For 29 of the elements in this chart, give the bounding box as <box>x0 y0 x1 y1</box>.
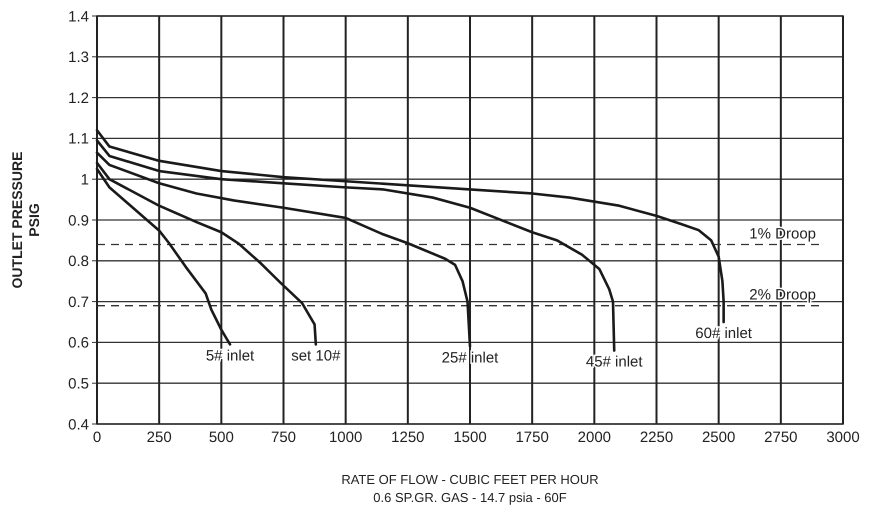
x-tick-label: 2250 <box>640 429 674 446</box>
x-tick-label: 1750 <box>515 429 549 446</box>
y-tick-label: 0.6 <box>68 334 89 352</box>
x-tick-label: 2750 <box>764 429 798 446</box>
x-tick-label: 1000 <box>328 429 362 446</box>
text: 0.6 SP.GR. GAS - 14.7 psia - 60F <box>373 490 567 505</box>
y-tick-label: 1.3 <box>68 49 89 66</box>
y-tick-label: 0.4 <box>68 416 89 434</box>
x-tick-label: 750 <box>270 429 296 446</box>
x-tick-label: 0 <box>92 429 102 446</box>
x-tick-label: 500 <box>208 429 234 446</box>
y-tick-label: 1 <box>80 171 89 188</box>
y-tick-label: 1.1 <box>68 130 89 148</box>
y-tick-label: 0.7 <box>68 294 89 311</box>
x-tick-label: 2000 <box>578 429 612 446</box>
series-label: 25# inlet <box>442 349 500 366</box>
y-tick-label: 0.9 <box>68 212 89 230</box>
y-tick-label: 1.4 <box>68 8 89 26</box>
y-tick-label: 1.2 <box>68 90 89 107</box>
x-tick-label: 1500 <box>453 429 487 446</box>
x-tick-label: 3000 <box>826 429 860 446</box>
x-tick-label: 2500 <box>702 429 736 446</box>
y-tick-label: 0.8 <box>68 253 89 270</box>
x-tick-label: 250 <box>146 429 172 446</box>
x-tick-label: 1250 <box>391 429 425 446</box>
y-axis-title: OUTLET PRESSURE PSIG <box>9 152 42 288</box>
x-axis-title: RATE OF FLOW - CUBIC FEET PER HOUR <box>341 472 599 487</box>
y-tick-label: 0.5 <box>68 375 89 392</box>
series-label: set 10# <box>291 347 342 364</box>
